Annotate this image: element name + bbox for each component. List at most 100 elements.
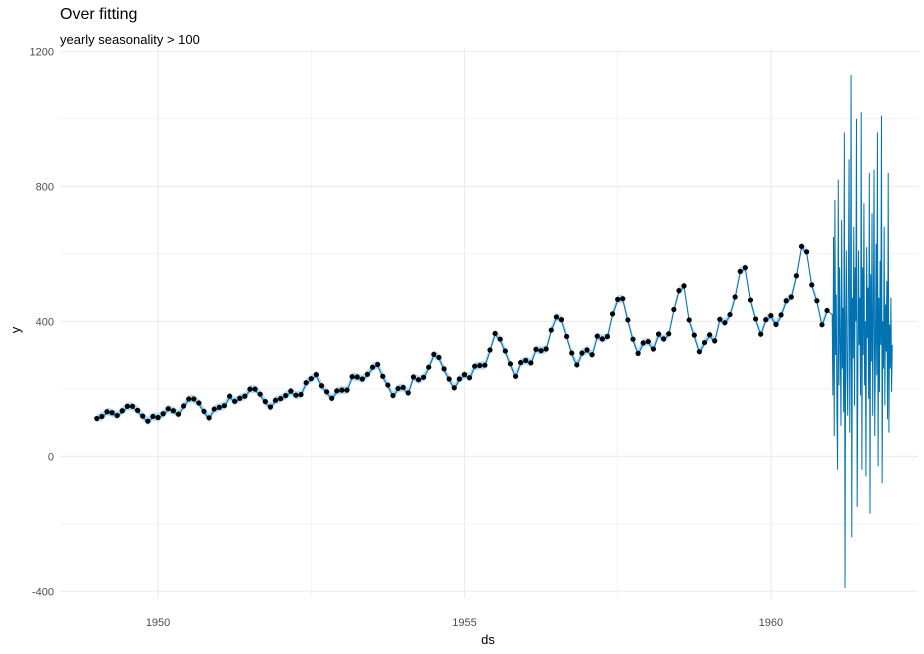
observed-point xyxy=(691,332,697,338)
y-tick-label: 1200 xyxy=(30,46,54,58)
observed-point xyxy=(232,398,238,404)
observed-point xyxy=(410,374,417,380)
observed-point xyxy=(804,249,810,255)
observed-point xyxy=(778,312,784,318)
observed-point xyxy=(584,347,590,353)
chart-title: Over fitting xyxy=(60,6,138,23)
observed-point xyxy=(599,336,605,342)
observed-point xyxy=(615,296,621,302)
observed-point xyxy=(737,268,743,274)
observed-point xyxy=(523,357,529,364)
observed-point xyxy=(380,373,386,379)
observed-point xyxy=(99,413,105,420)
observed-point xyxy=(446,376,452,382)
observed-point xyxy=(676,288,682,294)
observed-point xyxy=(119,408,125,414)
observed-point xyxy=(620,296,626,302)
axis-labels: 1950 1955 1960 -400 0 400 800 1200 xyxy=(30,46,784,629)
observed-point xyxy=(308,376,314,382)
observed-point xyxy=(441,366,447,372)
x-axis-title: ds xyxy=(481,632,495,647)
observed-point xyxy=(318,383,325,389)
observed-point xyxy=(625,317,631,323)
observed-point xyxy=(722,320,728,326)
observed-point xyxy=(211,406,217,412)
observed-point xyxy=(487,347,493,353)
observed-point xyxy=(165,406,171,412)
observed-point xyxy=(124,403,131,409)
observed-point xyxy=(385,382,391,388)
observed-point xyxy=(395,385,401,392)
observed-point xyxy=(814,298,820,304)
observed-point xyxy=(798,243,805,250)
observed-point xyxy=(512,373,519,379)
series-layer xyxy=(94,74,893,588)
observed-point xyxy=(518,359,524,366)
observed-point xyxy=(456,376,462,382)
observed-point xyxy=(655,331,662,337)
observed-point xyxy=(216,404,222,410)
y-axis-title: y xyxy=(8,326,23,333)
observed-point xyxy=(431,351,437,357)
observed-point xyxy=(645,338,651,345)
observed-point xyxy=(528,360,534,366)
observed-point xyxy=(180,403,187,409)
observed-point xyxy=(712,338,718,344)
y-tick-label: 0 xyxy=(48,451,54,463)
observed-point xyxy=(661,336,667,342)
observed-point xyxy=(109,410,115,416)
y-tick-label: -400 xyxy=(32,586,54,598)
observed-point xyxy=(272,397,279,403)
observed-point xyxy=(390,392,396,399)
observed-point xyxy=(569,350,575,356)
observed-point xyxy=(701,339,708,346)
observed-point xyxy=(686,317,692,323)
observed-point xyxy=(763,317,769,323)
observed-point xyxy=(160,411,166,417)
observed-point xyxy=(553,314,559,320)
observed-point xyxy=(175,411,182,417)
observed-point xyxy=(129,403,136,409)
observed-point xyxy=(247,386,253,392)
observed-point xyxy=(609,311,616,317)
observed-point xyxy=(186,396,192,402)
observed-point xyxy=(630,336,636,342)
observed-point xyxy=(477,362,483,369)
observed-point xyxy=(221,403,228,409)
observed-point xyxy=(298,391,304,398)
observed-point xyxy=(191,396,197,402)
observed-point xyxy=(538,348,544,354)
observed-point xyxy=(579,350,585,356)
observed-point xyxy=(752,316,759,322)
observed-point xyxy=(288,388,294,394)
observed-point xyxy=(824,307,830,314)
observed-point xyxy=(278,395,284,402)
chart-subtitle: yearly seasonality > 100 xyxy=(60,32,200,47)
observed-point xyxy=(492,330,498,337)
observed-point xyxy=(150,413,156,420)
observed-point xyxy=(400,384,406,391)
observed-point xyxy=(206,415,212,421)
observed-point xyxy=(533,346,539,352)
observed-point xyxy=(349,374,355,380)
observed-point xyxy=(502,348,508,354)
observed-point xyxy=(303,380,309,386)
observed-point xyxy=(451,385,457,391)
observed-point xyxy=(145,418,151,424)
observed-point xyxy=(262,399,268,405)
observed-point xyxy=(344,387,350,393)
observed-point xyxy=(415,377,422,383)
observed-point xyxy=(589,352,595,358)
observed-point xyxy=(793,273,800,279)
observed-point xyxy=(313,372,319,378)
observed-point xyxy=(252,386,258,392)
observed-point xyxy=(104,409,110,415)
observed-point xyxy=(758,331,764,337)
observed-point xyxy=(257,391,263,397)
observed-point xyxy=(293,392,299,398)
observed-point xyxy=(635,350,641,356)
observed-point xyxy=(242,393,248,399)
observed-point xyxy=(681,283,687,289)
observed-point xyxy=(237,395,243,401)
